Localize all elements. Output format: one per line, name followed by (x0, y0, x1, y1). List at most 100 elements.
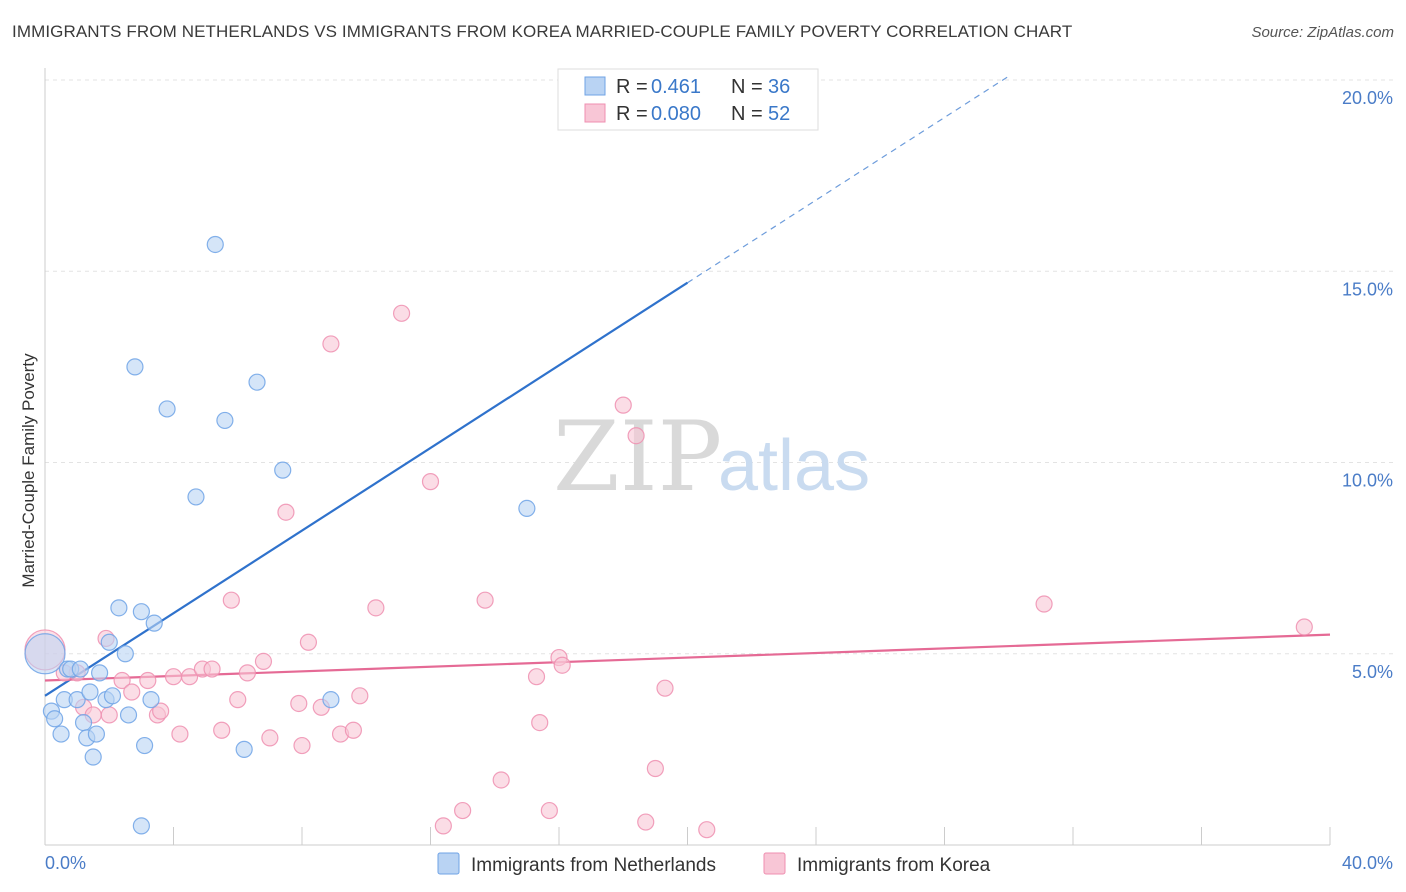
korea-point (646, 759, 664, 778)
series-legend: Immigrants from Netherlands Immigrants fr… (437, 852, 991, 876)
y-axis-label-group: Married-Couple Family Poverty (19, 353, 38, 588)
korea-point (100, 706, 118, 724)
netherlands-legend-swatch (437, 852, 460, 875)
korea-point (261, 729, 279, 747)
korea-point (1035, 595, 1053, 613)
korea-point (139, 671, 157, 690)
watermark-atlas: atlas (718, 426, 870, 506)
korea-point (540, 801, 558, 820)
netherlands-point (74, 713, 93, 732)
netherlands-point (103, 687, 122, 705)
netherlands-point (52, 725, 70, 743)
netherlands-point (145, 614, 163, 632)
korea-point (1295, 618, 1313, 636)
korea-point (322, 335, 340, 353)
korea-swatch (584, 103, 606, 123)
korea-point (476, 591, 494, 609)
korea-point (152, 702, 170, 720)
korea-point (213, 721, 231, 739)
korea-point (637, 813, 655, 831)
korea-legend-swatch (763, 852, 786, 875)
netherlands-point (24, 633, 66, 675)
netherlands-point (142, 691, 160, 709)
korea-point (222, 591, 240, 609)
korea-point (392, 304, 411, 322)
n-label: N = (731, 103, 763, 125)
korea-point (656, 679, 674, 697)
korea-point (454, 801, 472, 820)
korea-point (553, 656, 571, 674)
netherlands-point (100, 633, 118, 651)
stats-legend: R = 0.461 N = 36 R = 0.080 N = 52 (557, 68, 819, 131)
korea-point (698, 821, 716, 839)
netherlands-point (132, 817, 150, 835)
netherlands-point (274, 461, 292, 479)
netherlands-point (110, 599, 128, 617)
netherlands-point (206, 235, 224, 254)
n-value: 36 (768, 76, 790, 98)
korea-point (238, 664, 256, 682)
korea-point (299, 633, 318, 651)
x-tick-label: 40.0% (1342, 853, 1393, 873)
netherlands-point (322, 691, 340, 709)
netherlands-swatch (584, 76, 606, 96)
korea-point (492, 771, 510, 789)
axes: 0.0% 40.0% (44, 68, 1393, 873)
netherlands-trend-extension (687, 75, 1010, 284)
netherlands-point (235, 740, 253, 758)
korea-point (367, 599, 385, 617)
netherlands-point (68, 691, 86, 709)
data-points (24, 235, 1313, 839)
r-label: R = (616, 76, 648, 98)
netherlands-point (116, 645, 134, 663)
netherlands-legend-label: Immigrants from Netherlands (471, 855, 716, 876)
korea-trend-line (44, 633, 1331, 682)
korea-point (254, 652, 273, 671)
gridlines: 5.0% 10.0% 15.0% 20.0% (45, 79, 1395, 682)
r-value: 0.080 (651, 103, 701, 125)
source-label: Source: ZipAtlas.com (1251, 24, 1394, 41)
korea-point (627, 427, 645, 445)
x-tick-label: 0.0% (45, 853, 86, 873)
netherlands-point (248, 373, 266, 391)
netherlands-point (135, 736, 154, 755)
netherlands-point (91, 664, 109, 682)
netherlands-point (132, 603, 150, 621)
n-value: 52 (768, 103, 790, 125)
korea-point (123, 683, 141, 701)
netherlands-point (71, 660, 89, 678)
netherlands-point (81, 683, 99, 701)
watermark-zip: ZIP (553, 401, 722, 513)
korea-point (180, 668, 199, 686)
netherlands-point (216, 411, 234, 430)
korea-point (531, 713, 549, 732)
netherlands-point (119, 706, 138, 724)
y-tick-label: 20.0% (1342, 88, 1393, 108)
y-tick-label: 15.0% (1342, 279, 1393, 299)
netherlands-point (187, 488, 205, 506)
r-value: 0.461 (651, 76, 701, 98)
korea-point (344, 721, 362, 739)
r-label: R = (616, 103, 648, 125)
korea-point (229, 691, 247, 709)
watermark: ZIP atlas (553, 401, 870, 513)
korea-point (421, 473, 440, 491)
netherlands-point (518, 499, 536, 517)
korea-point (434, 817, 452, 835)
korea-point (614, 396, 632, 414)
netherlands-point (84, 748, 102, 766)
netherlands-point (158, 400, 176, 418)
korea-point (290, 694, 308, 713)
korea-point (203, 660, 221, 678)
korea-point (351, 687, 369, 705)
korea-point (113, 671, 131, 690)
korea-point (293, 736, 311, 755)
korea-legend-label: Immigrants from Korea (797, 855, 991, 876)
y-axis-label: Married-Couple Family Poverty (19, 353, 38, 588)
korea-point (527, 668, 546, 686)
n-label: N = (731, 76, 763, 98)
y-tick-label: 10.0% (1342, 471, 1393, 491)
netherlands-point (87, 725, 106, 743)
korea-point (277, 503, 295, 521)
korea-point (164, 668, 183, 686)
